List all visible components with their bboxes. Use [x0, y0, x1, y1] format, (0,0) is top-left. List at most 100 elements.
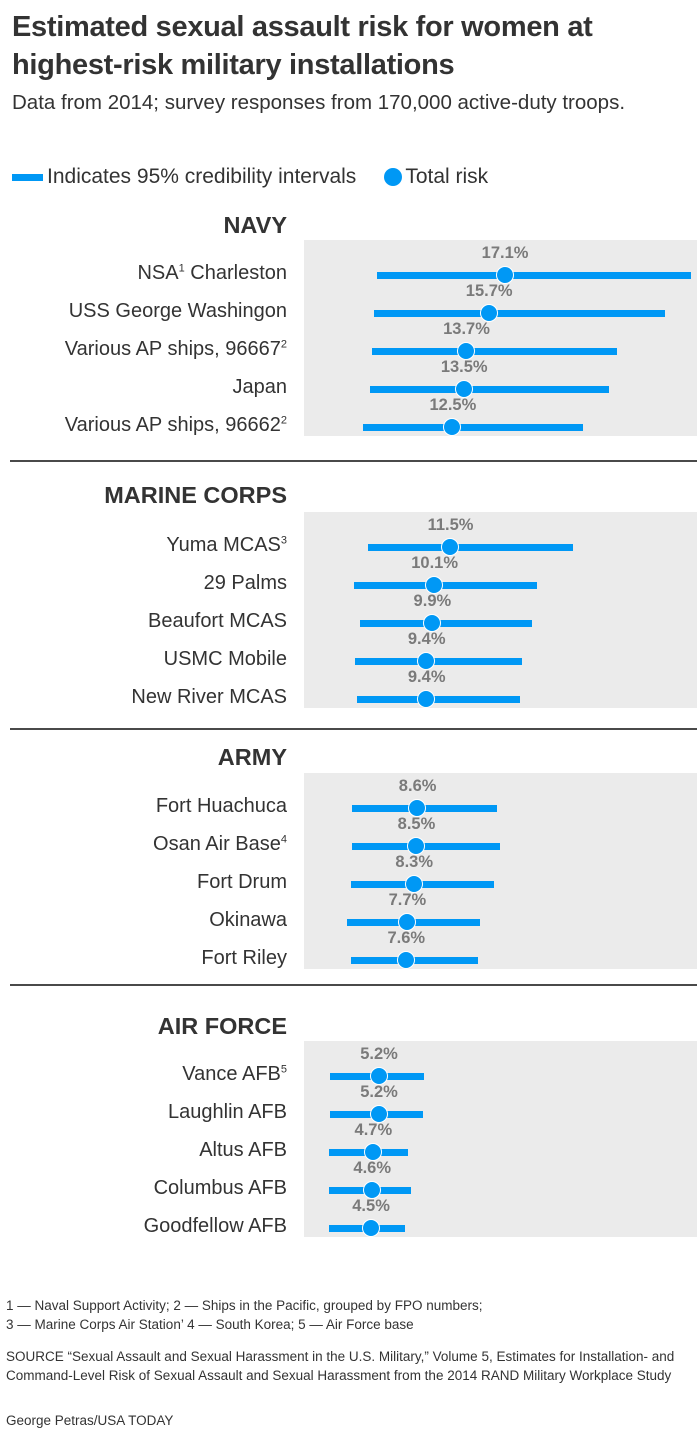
value-label: 7.7%: [388, 891, 427, 909]
section-divider: [10, 984, 697, 986]
chart-subtitle: Data from 2014; survey responses from 17…: [12, 91, 626, 114]
credibility-interval-bar: [359, 620, 533, 627]
section-divider: [10, 728, 697, 730]
credibility-interval-bar: [357, 696, 520, 703]
value-label: 8.3%: [395, 853, 434, 871]
point-legend-swatch-icon: [384, 168, 403, 186]
total-risk-dot-icon: [422, 614, 441, 632]
total-risk-dot-icon: [495, 266, 514, 284]
credibility-interval-bar: [369, 386, 610, 393]
value-label: 13.7%: [443, 320, 490, 338]
footnote-marker: 3: [280, 534, 287, 547]
row-label: USS George Washingon: [69, 300, 287, 323]
value-label: 8.5%: [397, 815, 436, 833]
value-label: 10.1%: [411, 554, 459, 572]
footnotes: 1 — Naval Support Activity; 2 — Ships in…: [6, 1296, 696, 1334]
row-label-text: Yuma MCAS: [166, 534, 281, 556]
total-risk-dot-icon: [362, 1181, 381, 1199]
row-label-text: Fort Drum: [197, 871, 287, 893]
interval-legend-swatch-icon: [12, 173, 43, 181]
chart-title: Estimated sexual assault risk for women …: [12, 11, 593, 81]
row-label: NSA1 Charleston: [137, 262, 287, 285]
credibility-interval-bar: [363, 424, 584, 431]
total-risk-dot-icon: [397, 913, 416, 931]
credibility-interval-bar: [372, 348, 618, 355]
credibility-interval-bar: [376, 272, 691, 279]
row-label-text: Vance AFB: [182, 1063, 281, 1085]
total-risk-dot-icon: [443, 418, 462, 436]
credibility-interval-bar: [351, 843, 501, 850]
row-label-text: Goodfellow AFB: [143, 1215, 287, 1237]
row-label-text: Fort Riley: [201, 947, 287, 969]
footnote-line: 1 — Naval Support Activity; 2 — Ships in…: [6, 1298, 483, 1313]
total-risk-dot-icon: [404, 875, 423, 893]
section-divider: [10, 460, 697, 462]
section-panel: [304, 512, 697, 708]
row-label-text: New River MCAS: [131, 686, 287, 708]
section-title: ARMY: [217, 744, 287, 770]
row-label-text: Beaufort MCAS: [148, 610, 287, 632]
row-label-text: Various AP ships, 96662: [64, 414, 281, 436]
value-label: 4.5%: [352, 1197, 390, 1215]
value-label: 9.9%: [413, 592, 452, 610]
row-label: 29 Palms: [204, 572, 287, 595]
row-label: Altus AFB: [199, 1139, 287, 1162]
value-label: 12.5%: [429, 396, 477, 414]
footnote-marker: 2: [280, 338, 287, 351]
row-label: New River MCAS: [131, 686, 287, 709]
credibility-interval-bar: [355, 658, 522, 665]
interval-legend-label: Indicates 95% credibility intervals: [47, 165, 357, 188]
row-label-text: Laughlin AFB: [168, 1101, 287, 1123]
row-label-text: Osan Air Base: [153, 833, 281, 855]
row-label: Fort Drum: [197, 871, 287, 894]
value-label: 9.4%: [407, 668, 446, 686]
total-risk-dot-icon: [417, 690, 436, 708]
total-risk-dot-icon: [479, 304, 498, 322]
footnote-marker: 5: [280, 1063, 287, 1076]
row-label-text: Columbus AFB: [153, 1177, 287, 1199]
row-label-text: USMC Mobile: [163, 648, 287, 670]
section-title: MARINE CORPS: [104, 482, 287, 508]
total-risk-dot-icon: [369, 1105, 388, 1123]
row-label-text: Altus AFB: [199, 1139, 287, 1161]
value-label: 11.5%: [427, 516, 474, 534]
total-risk-dot-icon: [441, 538, 460, 556]
row-label: Various AP ships, 966622: [65, 414, 287, 437]
point-legend-label: Total risk: [405, 165, 489, 188]
total-risk-dot-icon: [369, 1067, 388, 1085]
credibility-interval-bar: [374, 310, 665, 317]
footnote-marker: 1: [178, 262, 185, 275]
value-label: 8.6%: [398, 777, 437, 795]
section-panel: [304, 773, 697, 969]
credibility-interval-bar: [367, 544, 574, 551]
value-label: 9.4%: [407, 630, 446, 648]
row-label: Osan Air Base4: [153, 833, 287, 856]
value-label: 5.2%: [360, 1045, 398, 1063]
row-label-text: USS George Washingon: [68, 300, 287, 322]
total-risk-dot-icon: [363, 1143, 382, 1161]
total-risk-dot-icon: [361, 1219, 380, 1237]
total-risk-dot-icon: [456, 342, 475, 360]
row-label: USMC Mobile: [164, 648, 287, 671]
legend: Indicates 95% credibility intervals Tota…: [12, 162, 488, 192]
section-title: NAVY: [223, 212, 287, 238]
row-label-text: Various AP ships, 96667: [64, 338, 281, 360]
value-label: 7.6%: [387, 929, 426, 947]
row-label: Okinawa: [209, 909, 287, 932]
section-title: AIR FORCE: [157, 1013, 287, 1039]
row-label: Various AP ships, 966672: [65, 338, 287, 361]
footnote-line: 3 — Marine Corps Air Station’ 4 — South …: [6, 1317, 414, 1332]
value-label: 4.6%: [353, 1159, 392, 1177]
row-label-text: Japan: [232, 376, 288, 398]
total-risk-dot-icon: [406, 837, 425, 855]
row-label: Fort Riley: [201, 947, 287, 970]
value-label: 13.5%: [440, 358, 488, 376]
value-label: 5.2%: [360, 1083, 398, 1101]
total-risk-dot-icon: [417, 652, 436, 670]
row-label-text: 29 Palms: [203, 572, 287, 594]
row-label-text: Okinawa: [209, 909, 287, 931]
value-label: 15.7%: [465, 282, 513, 300]
row-label: Vance AFB5: [182, 1063, 287, 1086]
footnote-marker: 2: [280, 414, 287, 427]
row-label: Japan: [233, 376, 288, 399]
